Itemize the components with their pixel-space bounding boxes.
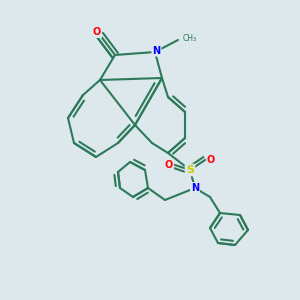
Text: O: O bbox=[93, 27, 101, 37]
Text: N: N bbox=[191, 183, 199, 193]
Text: S: S bbox=[186, 165, 194, 175]
Text: O: O bbox=[165, 160, 173, 170]
Text: N: N bbox=[152, 46, 160, 56]
Text: O: O bbox=[207, 155, 215, 165]
Text: CH₃: CH₃ bbox=[182, 34, 197, 43]
